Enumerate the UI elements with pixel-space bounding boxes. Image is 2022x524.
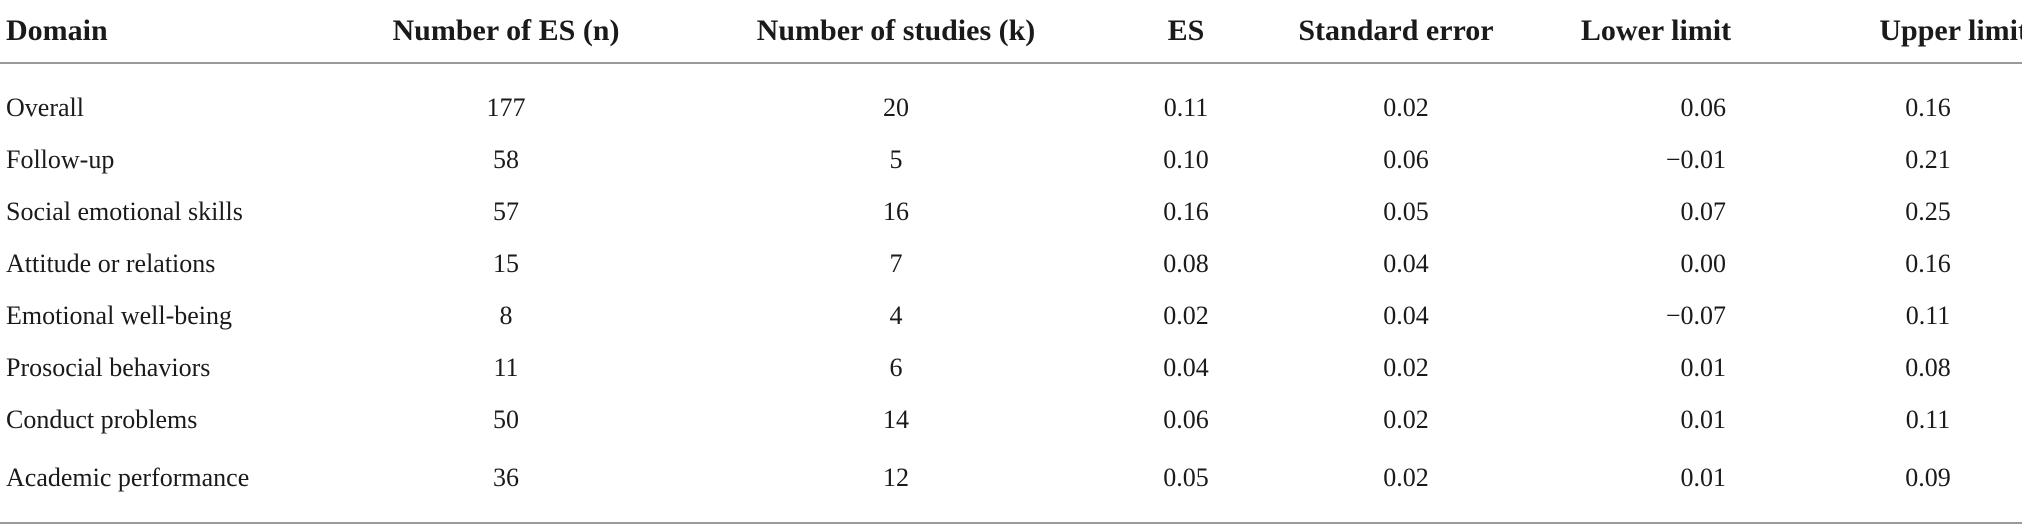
cell-number-of-studies: 5 xyxy=(889,145,903,174)
cell-upper-limit: 0.16 xyxy=(1905,249,1951,278)
table-row: Emotional well-being 8 4 0.02 0.04 −0.07… xyxy=(0,290,2022,342)
cell-upper-limit: 0.16 xyxy=(1905,93,1951,122)
cell-lower-limit: 0.00 xyxy=(1680,249,1727,278)
cell-number-of-es: 8 xyxy=(499,301,513,330)
header-row: Domain Number of ES (n) Number of studie… xyxy=(0,0,2022,64)
cell-lower-limit: 0.01 xyxy=(1680,353,1727,382)
cell-standard-error: 0.05 xyxy=(1383,197,1429,226)
table-header: Domain Number of ES (n) Number of studie… xyxy=(0,0,2022,64)
cell-es: 0.11 xyxy=(1163,93,1209,122)
cell-number-of-es: 57 xyxy=(493,197,519,226)
cell-lower-limit: 0.01 xyxy=(1526,446,1786,524)
cell-standard-error: 0.02 xyxy=(1383,353,1429,382)
table-row: Attitude or relations 15 7 0.08 0.04 0.0… xyxy=(0,238,2022,290)
table-row: Academic performance 36 12 0.05 0.02 0.0… xyxy=(0,446,2022,524)
table-body: Overall 177 20 0.11 0.02 0.06 0.16 Follo… xyxy=(0,63,2022,524)
cell-es: 0.06 xyxy=(1163,405,1209,434)
cell-domain: Prosocial behaviors xyxy=(6,353,211,382)
header-lower-limit: Lower limit xyxy=(1526,0,1786,64)
cell-standard-error: 0.02 xyxy=(1383,405,1429,434)
cell-domain: Conduct problems xyxy=(6,405,198,434)
cell-domain: Overall xyxy=(6,93,84,122)
cell-number-of-studies: 12 xyxy=(686,446,1106,524)
header-number-of-studies: Number of studies (k) xyxy=(686,0,1106,64)
cell-number-of-studies: 20 xyxy=(883,93,909,122)
cell-domain: Attitude or relations xyxy=(6,249,216,278)
cell-upper-limit: 0.08 xyxy=(1905,353,1951,382)
cell-standard-error: 0.04 xyxy=(1383,249,1429,278)
header-standard-error: Standard error xyxy=(1266,0,1526,64)
table-row: Conduct problems 50 14 0.06 0.02 0.01 0.… xyxy=(0,394,2022,446)
cell-standard-error: 0.02 xyxy=(1266,446,1526,524)
cell-lower-limit: −0.07 xyxy=(1665,301,1726,330)
cell-upper-limit: 0.11 xyxy=(1905,405,1951,434)
cell-number-of-es: 36 xyxy=(326,446,686,524)
header-domain: Domain xyxy=(0,0,326,64)
header-upper-limit: Upper limit xyxy=(1786,0,2022,64)
cell-lower-limit: 0.06 xyxy=(1680,93,1727,122)
table-row: Follow-up 58 5 0.10 0.06 −0.01 0.21 xyxy=(0,134,2022,186)
cell-number-of-studies: 16 xyxy=(883,197,909,226)
cell-upper-limit: 0.11 xyxy=(1905,301,1951,330)
cell-lower-limit: −0.01 xyxy=(1665,145,1726,174)
cell-standard-error: 0.02 xyxy=(1383,93,1429,122)
cell-number-of-studies: 7 xyxy=(889,249,903,278)
cell-number-of-studies: 14 xyxy=(883,405,909,434)
cell-es: 0.04 xyxy=(1163,353,1209,382)
cell-domain: Follow-up xyxy=(6,145,115,174)
cell-es: 0.10 xyxy=(1163,145,1209,174)
cell-number-of-es: 11 xyxy=(493,353,519,382)
cell-standard-error: 0.06 xyxy=(1383,145,1429,174)
cell-number-of-es: 58 xyxy=(493,145,519,174)
cell-number-of-es: 50 xyxy=(493,405,519,434)
cell-number-of-es: 15 xyxy=(493,249,519,278)
cell-upper-limit: 0.09 xyxy=(1786,446,2022,524)
cell-standard-error: 0.04 xyxy=(1383,301,1429,330)
header-number-of-es: Number of ES (n) xyxy=(326,0,686,64)
header-es: ES xyxy=(1106,0,1266,64)
table-row: Overall 177 20 0.11 0.02 0.06 0.16 xyxy=(0,63,2022,134)
cell-domain: Emotional well-being xyxy=(6,301,233,330)
cell-es: 0.05 xyxy=(1106,446,1266,524)
cell-number-of-es: 177 xyxy=(486,93,526,122)
cell-upper-limit: 0.25 xyxy=(1905,197,1951,226)
table-row: Social emotional skills 57 16 0.16 0.05 … xyxy=(0,186,2022,238)
cell-es: 0.08 xyxy=(1163,249,1209,278)
table-row: Prosocial behaviors 11 6 0.04 0.02 0.01 … xyxy=(0,342,2022,394)
cell-es: 0.16 xyxy=(1163,197,1209,226)
cell-lower-limit: 0.01 xyxy=(1680,405,1727,434)
cell-lower-limit: 0.07 xyxy=(1680,197,1727,226)
cell-es: 0.02 xyxy=(1163,301,1209,330)
cell-number-of-studies: 4 xyxy=(889,301,903,330)
cell-upper-limit: 0.21 xyxy=(1905,145,1951,174)
cell-domain: Academic performance xyxy=(0,446,326,524)
cell-domain: Social emotional skills xyxy=(6,197,243,226)
cell-number-of-studies: 6 xyxy=(889,353,903,382)
